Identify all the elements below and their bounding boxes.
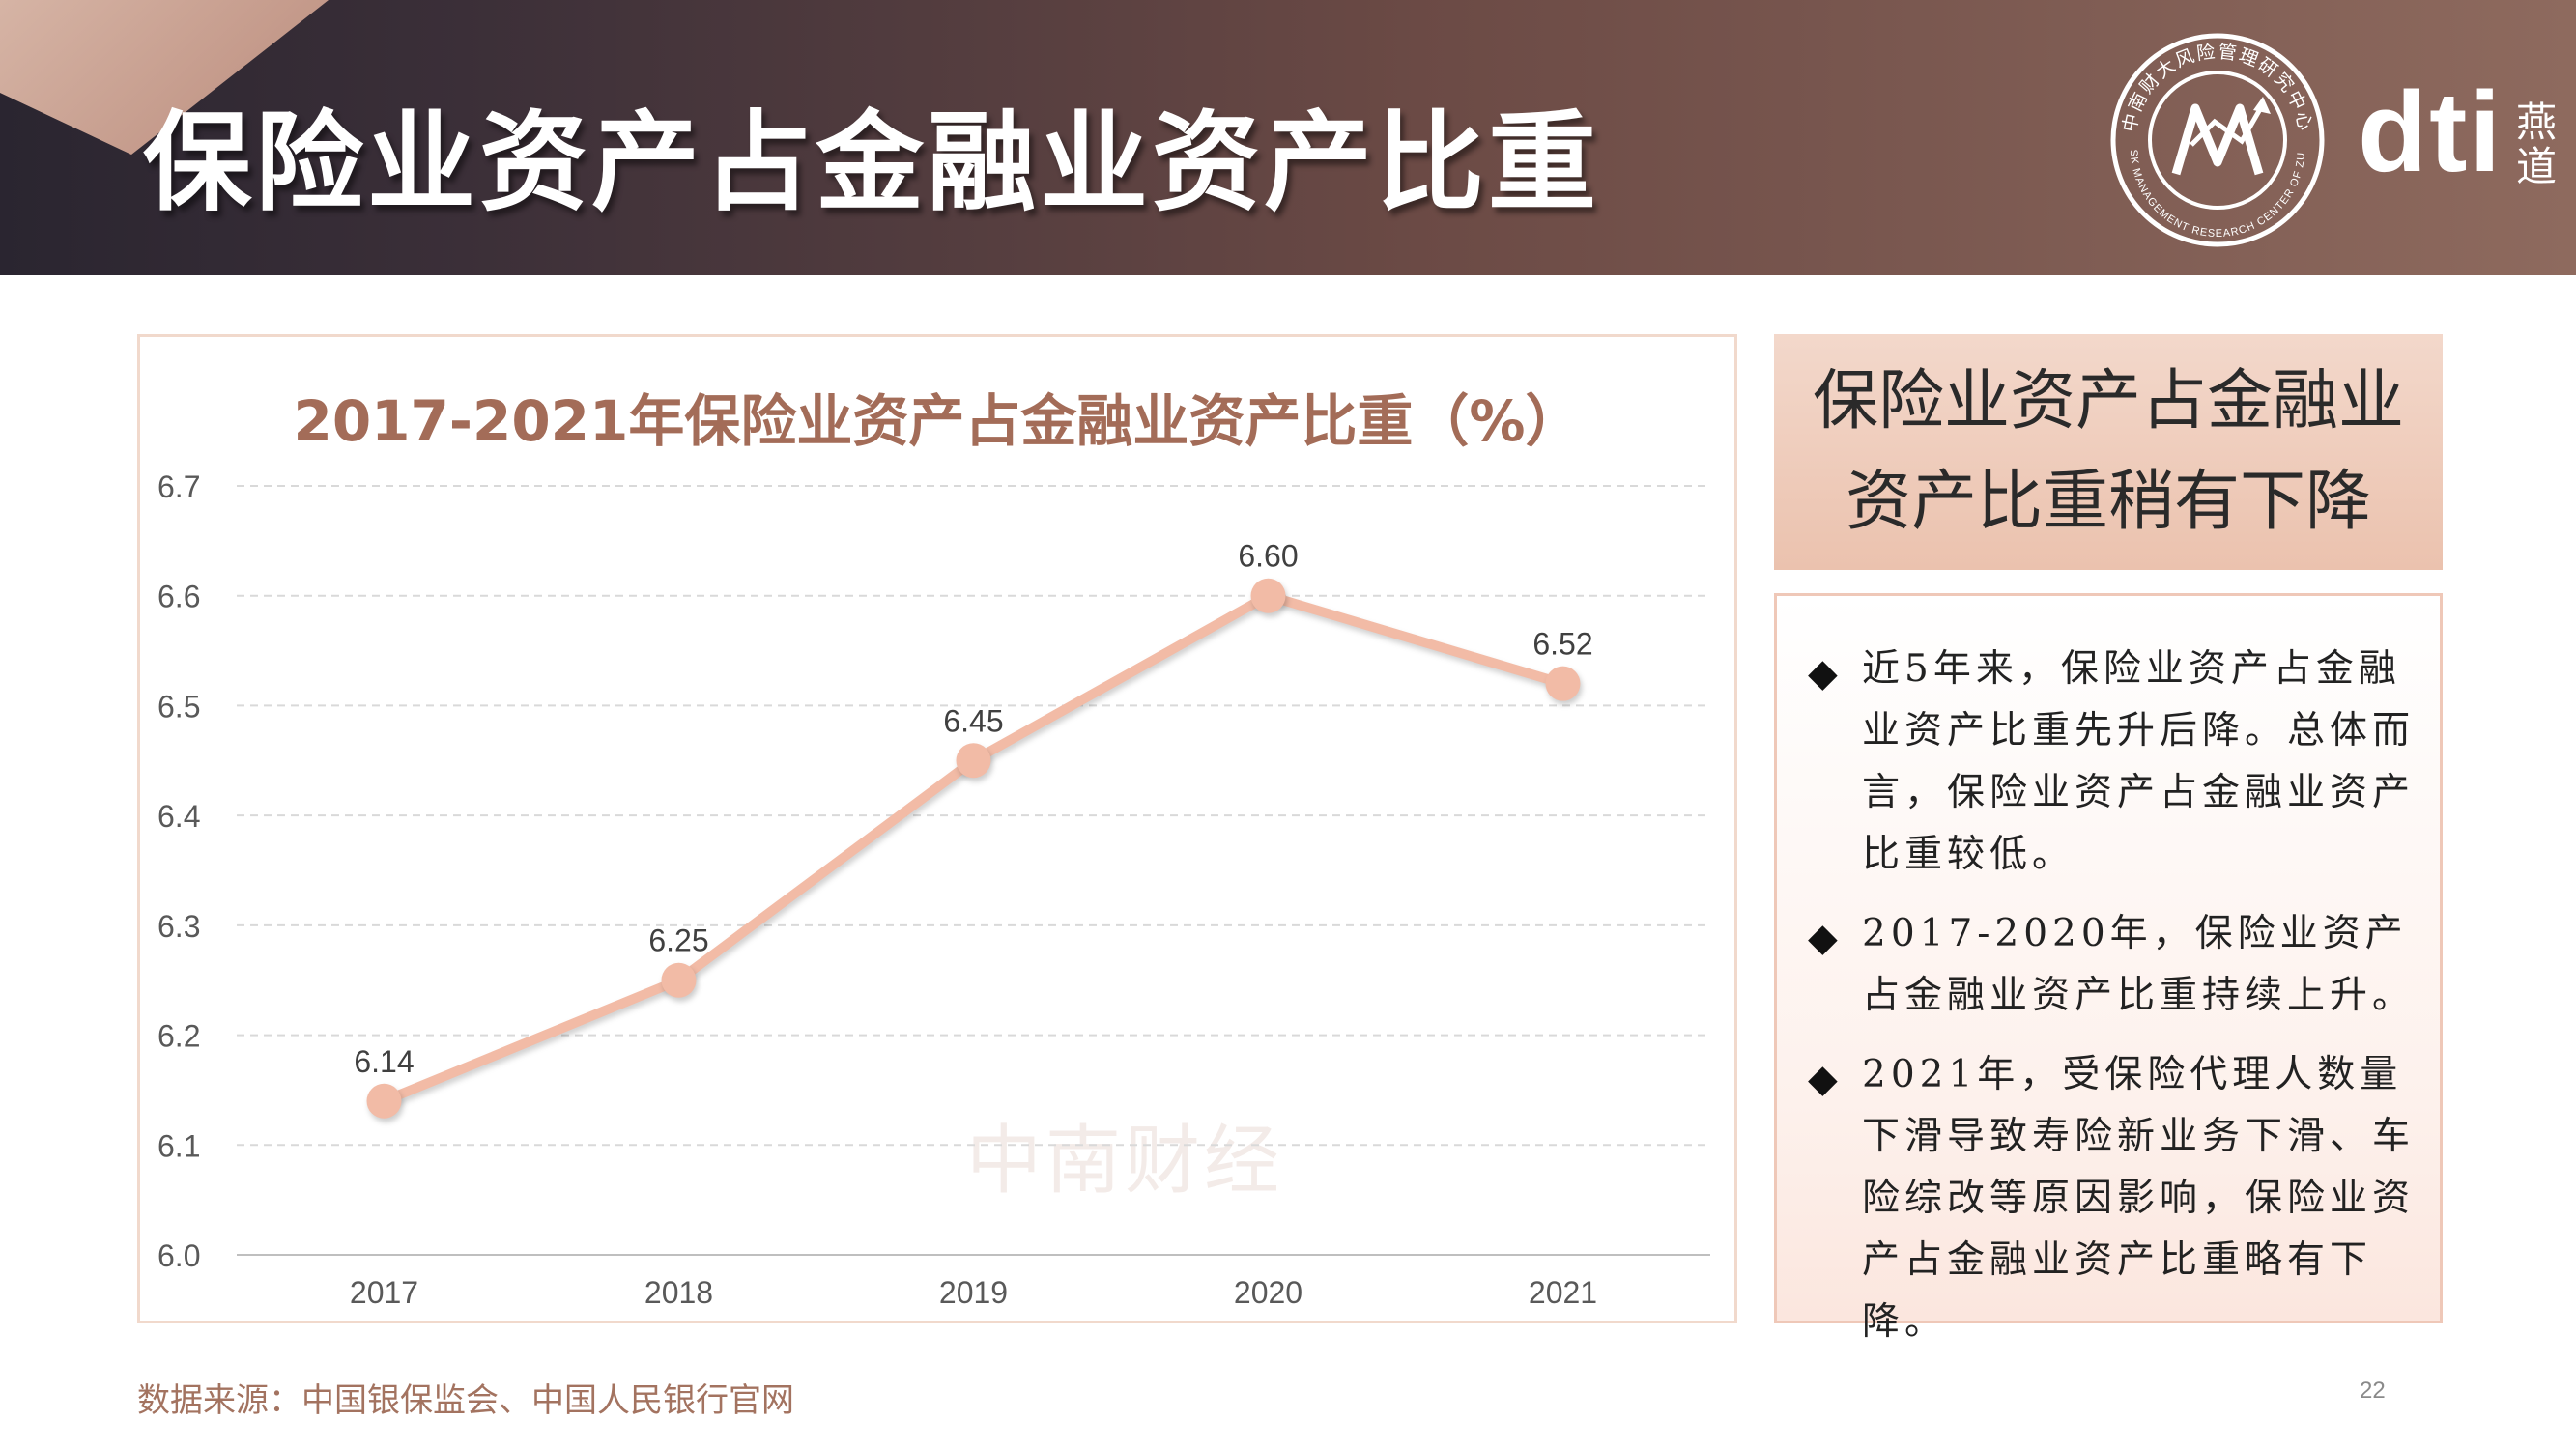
y-tick-label: 6.0: [157, 1238, 200, 1273]
bullet-text: 2021年，受保险代理人数量下滑导致寿险新业务下滑、车险综改等原因影响，保险业资…: [1862, 1053, 2416, 1344]
slide-header: 保险业资产占金融业资产比重 中南财大风险管理研究中心 RISK MANAGEME…: [0, 0, 2576, 275]
data-point: [366, 1083, 402, 1119]
data-point: [1250, 578, 1286, 613]
data-label: 6.45: [943, 703, 1003, 738]
x-tick-label: 2021: [1529, 1275, 1597, 1310]
y-tick-label: 6.6: [157, 580, 200, 614]
page-number: 22: [2360, 1378, 2386, 1404]
diamond-bullet-icon: ◆: [1808, 651, 1838, 696]
x-tick-label: 2020: [1234, 1275, 1302, 1310]
chart-panel: 2017-2021年保险业资产占金融业资产比重（%） 中南财经 6.0 6.1 6.…: [137, 334, 1737, 1323]
y-tick-label: 6.3: [157, 909, 200, 944]
data-label: 6.25: [648, 923, 708, 958]
y-tick-label: 6.1: [157, 1128, 200, 1163]
summary-bullets-box: ◆ 近5年来，保险业资产占金融业资产比重先升后降。总体而言，保险业资产占金融业资…: [1774, 593, 2443, 1344]
data-source-note: 数据来源：中国银保监会、中国人民银行官网: [137, 1381, 794, 1420]
data-label: 6.52: [1532, 627, 1592, 662]
watermark: 中南财经: [966, 1118, 1284, 1205]
y-tick-label: 6.4: [157, 799, 200, 834]
diamond-bullet-icon: ◆: [1808, 1057, 1838, 1101]
dti-logo-subtext: 燕道: [2515, 99, 2557, 190]
diamond-bullet-icon: ◆: [1808, 916, 1838, 960]
research-center-seal-logo: 中南财大风险管理研究中心 RISK MANAGEMENT RESEARCH CE…: [2106, 29, 2325, 247]
chart-title: 2017-2021年保险业资产占金融业资产比重（%）: [293, 388, 1582, 454]
y-tick-label: 6.7: [157, 469, 200, 504]
bullet-text: 近5年来，保险业资产占金融业资产比重先升后降。总体而言，保险业资产占金融业资产比…: [1862, 647, 2416, 876]
summary-heading-box: 保险业资产占金融业资产比重稍有下降: [1774, 334, 2443, 570]
bullet-item: ◆ 近5年来，保险业资产占金融业资产比重先升后降。总体而言，保险业资产占金融业资…: [1802, 639, 2415, 886]
dti-logo-text: dti: [2358, 69, 2504, 196]
y-tick-label: 6.5: [157, 689, 200, 724]
y-tick-label: 6.2: [157, 1019, 200, 1054]
data-point: [1545, 666, 1581, 701]
series-line: [379, 590, 1568, 1106]
data-point: [956, 743, 991, 779]
data-label: 6.60: [1238, 539, 1298, 574]
bullet-text: 2017-2020年，保险业资产占金融业资产比重持续上升。: [1862, 912, 2416, 1017]
bullet-item: ◆ 2021年，受保险代理人数量下滑导致寿险新业务下滑、车险综改等原因影响，保险…: [1802, 1044, 2415, 1353]
slide-title: 保险业资产占金融业资产比重: [143, 100, 1600, 226]
x-tick-label: 2017: [350, 1275, 418, 1310]
svg-text:中南财大风险管理研究中心: 中南财大风险管理研究中心: [2119, 41, 2316, 133]
summary-heading: 保险业资产占金融业资产比重稍有下降: [1812, 363, 2404, 540]
x-tick-label: 2018: [644, 1275, 713, 1310]
data-point: [661, 962, 697, 998]
bullet-item: ◆ 2017-2020年，保险业资产占金融业资产比重持续上升。: [1802, 903, 2415, 1027]
line-chart: 6.0 6.1 6.2 6.3 6.4 6.5 6.6 6.7 2017 2018 2019 2020…: [157, 469, 1710, 1310]
x-tick-label: 2019: [939, 1275, 1008, 1310]
data-label: 6.14: [354, 1044, 414, 1079]
